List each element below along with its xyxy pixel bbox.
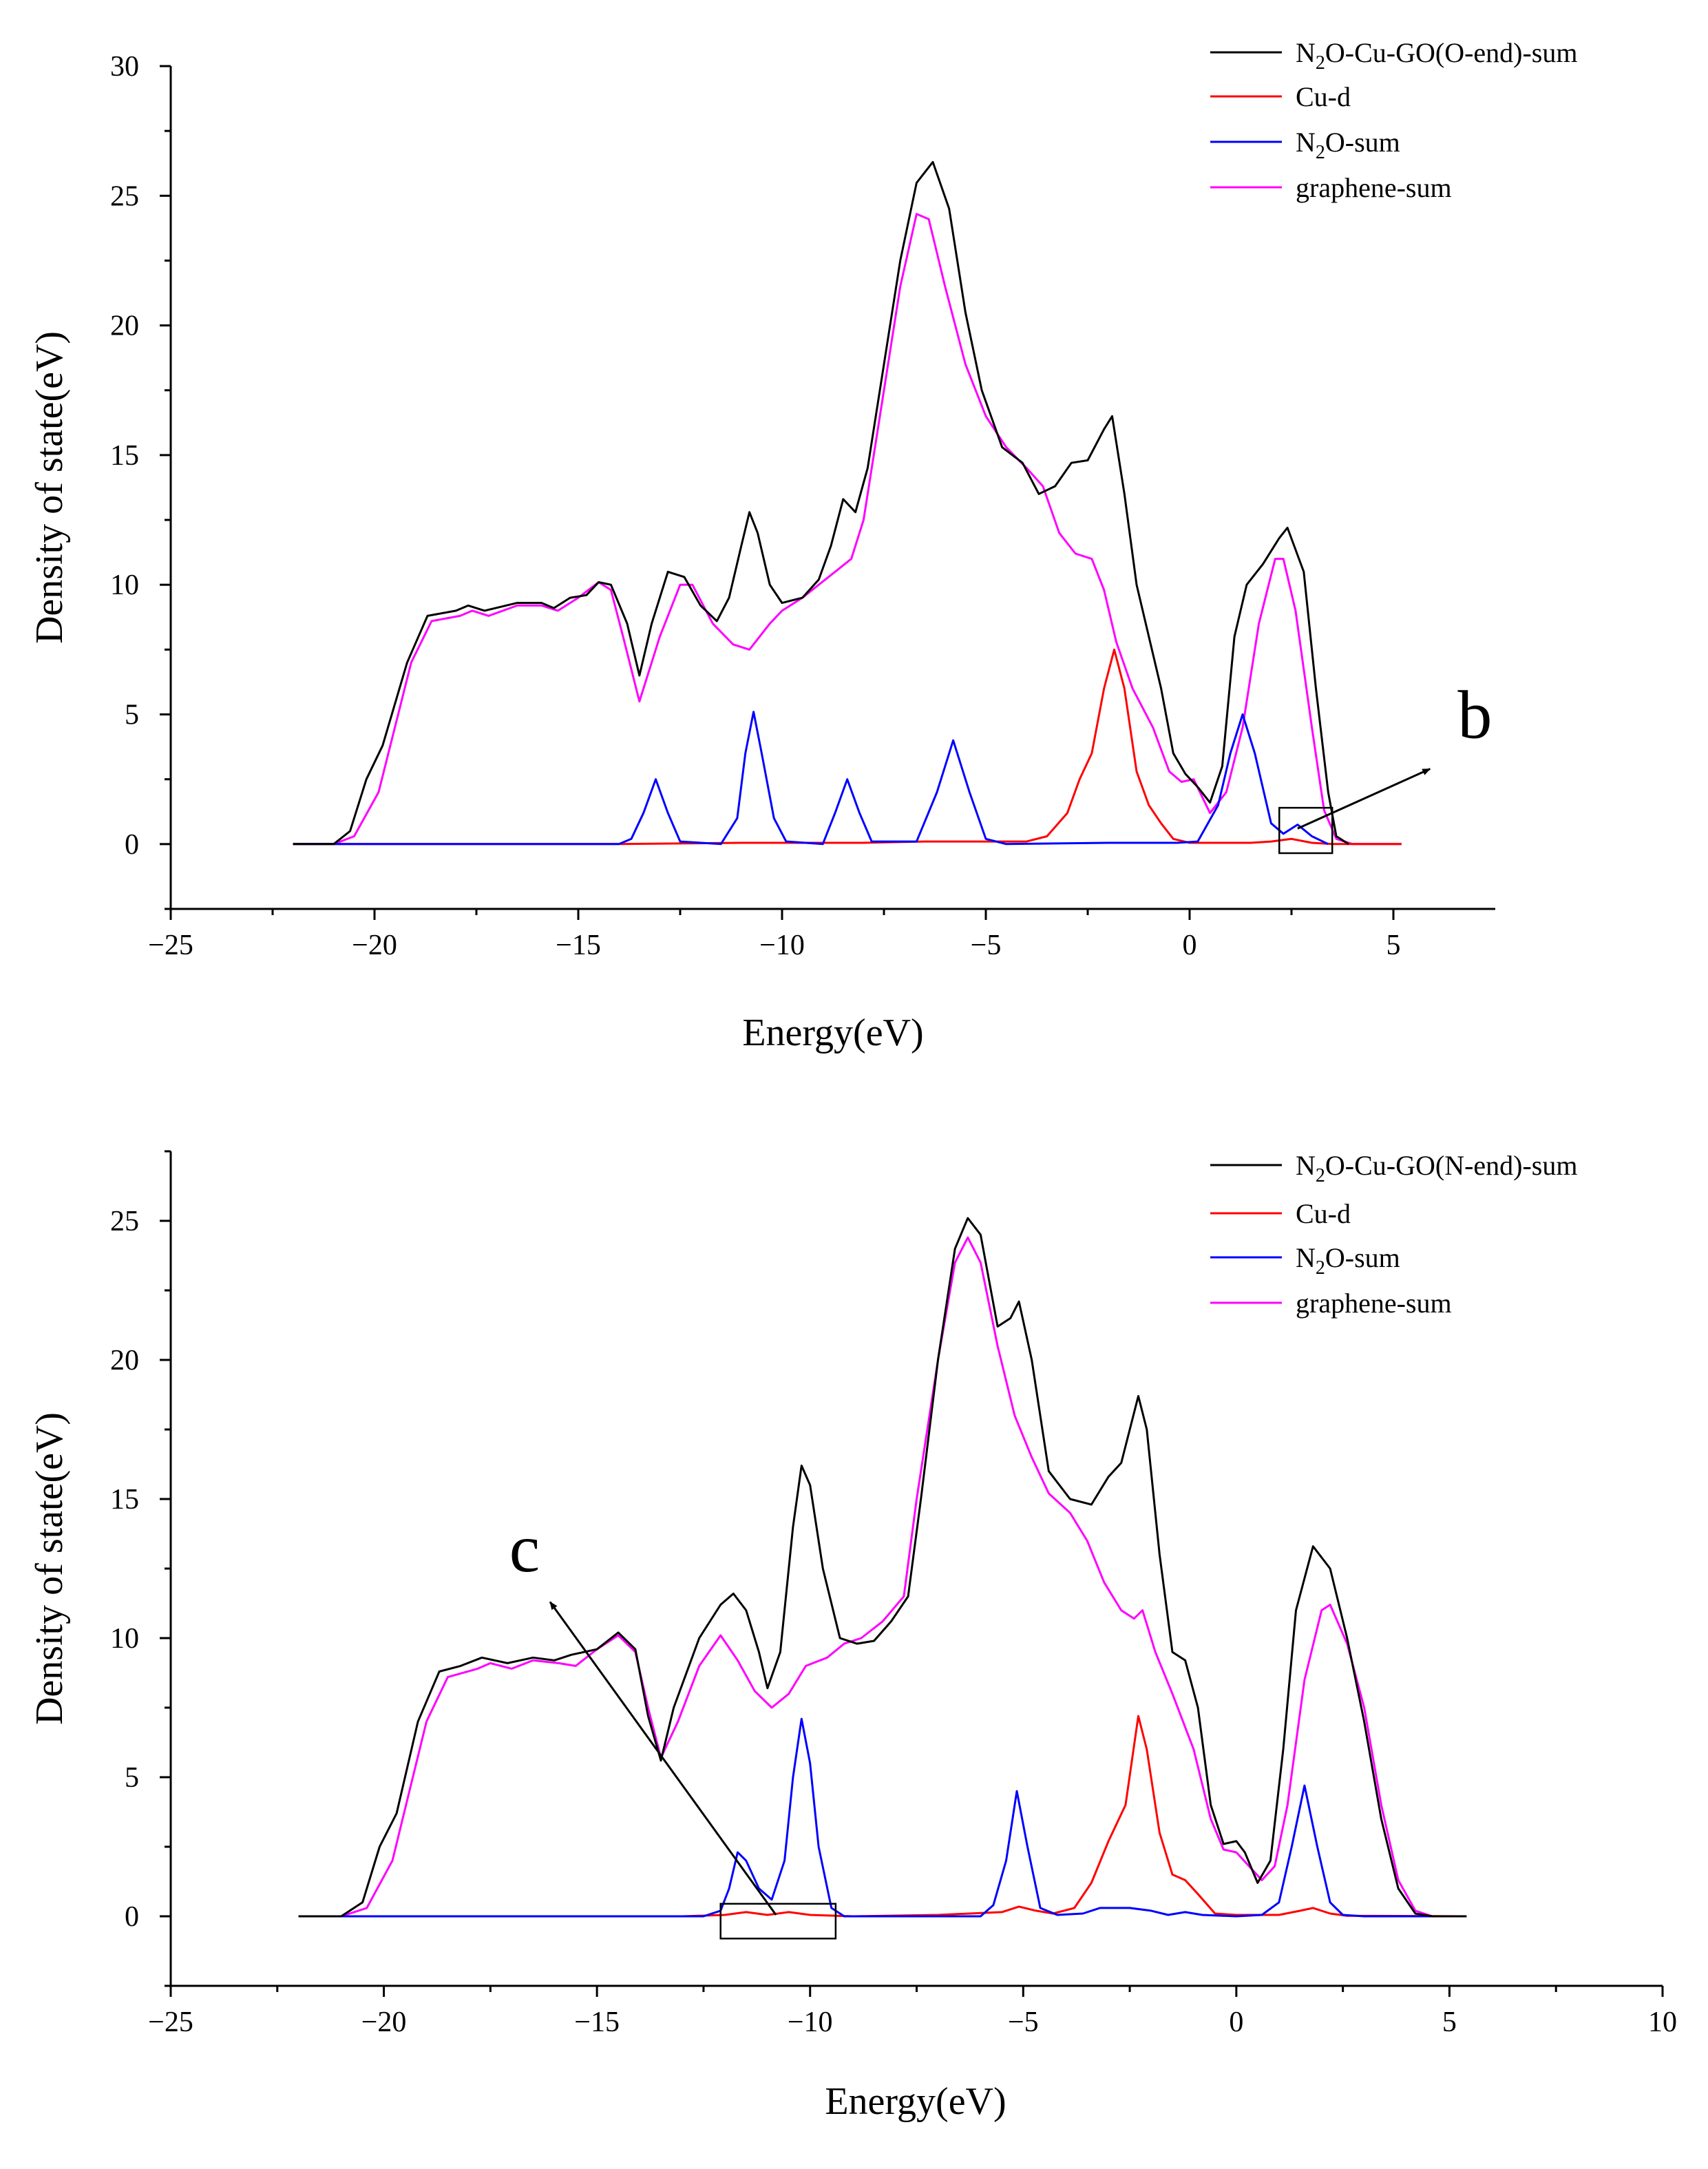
bottom-legend-label-n2o: N2O-sum bbox=[1296, 1242, 1400, 1279]
top-x-tick-label: 5 bbox=[1387, 930, 1401, 961]
top-legend-label-cu-d: Cu-d bbox=[1296, 81, 1351, 112]
bottom-legend: N2O-Cu-GO(N-end)-sum Cu-d N2O-sum graphe… bbox=[1210, 1150, 1577, 1319]
bottom-series-graphene-sum bbox=[298, 1236, 1467, 1918]
top-legend-label-graphene: graphene-sum bbox=[1296, 172, 1452, 203]
top-annotation-label: b bbox=[1457, 676, 1492, 753]
bottom-y-tick-label: 10 bbox=[110, 1623, 139, 1655]
bottom-y-tick-label: 15 bbox=[110, 1484, 139, 1516]
bottom-x-axis-label: Energy(eV) bbox=[825, 2080, 1006, 2123]
bottom-legend-label-graphene: graphene-sum bbox=[1296, 1288, 1452, 1319]
bottom-x-tick-label: 10 bbox=[1648, 2006, 1677, 2038]
top-legend: N2O-Cu-GO(O-end)-sum Cu-d N2O-sum graphe… bbox=[1210, 37, 1577, 203]
bottom-series-n2o-sum bbox=[298, 1717, 1467, 1918]
bottom-y-tick-label: 25 bbox=[110, 1206, 139, 1237]
top-x-tick-label: −20 bbox=[352, 930, 397, 961]
top-series-cu-d bbox=[293, 648, 1402, 846]
bottom-x-tick-label: 0 bbox=[1229, 2006, 1243, 2038]
bottom-y-tick-label: 0 bbox=[125, 1901, 139, 1933]
top-y-tick-label: 25 bbox=[110, 180, 139, 212]
top-annotation-arrow bbox=[1297, 768, 1431, 830]
top-x-tick-label: −15 bbox=[556, 930, 601, 961]
top-y-tick-label: 0 bbox=[125, 829, 139, 861]
top-y-axis-label: Density of state(eV) bbox=[28, 331, 71, 644]
bottom-x-tick-label: −20 bbox=[361, 2006, 407, 2038]
top-x-tick-label: 0 bbox=[1183, 930, 1197, 961]
top-legend-label-n2o: N2O-sum bbox=[1296, 127, 1400, 163]
bottom-series-cu-d bbox=[298, 1715, 1467, 1918]
bottom-series-n2o-cu-go-n-end-sum bbox=[298, 1217, 1467, 1918]
top-series-n2o-sum bbox=[293, 711, 1329, 846]
top-chart-lines bbox=[293, 160, 1402, 846]
bottom-legend-label-cu-d: Cu-d bbox=[1296, 1198, 1351, 1229]
top-annotation-b: b bbox=[1278, 676, 1492, 855]
top-x-axis-label: Energy(eV) bbox=[742, 1012, 923, 1054]
bottom-annotation-c: c bbox=[509, 1510, 837, 1940]
bottom-x-tick-label: −15 bbox=[574, 2006, 620, 2038]
top-y-tick-label: 5 bbox=[125, 700, 139, 731]
top-y-tick-label: 10 bbox=[110, 569, 139, 601]
top-x-tick-label: −10 bbox=[759, 930, 805, 961]
bottom-x-tick-label: −10 bbox=[788, 2006, 833, 2038]
top-annotation-box bbox=[1278, 806, 1333, 855]
top-y-tick-label: 20 bbox=[110, 311, 139, 342]
top-series-graphene-sum bbox=[293, 213, 1402, 846]
top-y-tick-label: 15 bbox=[110, 440, 139, 472]
bottom-y-axis-label: Density of state(eV) bbox=[28, 1412, 71, 1725]
bottom-legend-label-total: N2O-Cu-GO(N-end)-sum bbox=[1296, 1150, 1577, 1186]
bottom-annotation-arrow bbox=[549, 1601, 777, 1916]
bottom-y-tick-label: 5 bbox=[125, 1762, 139, 1794]
bottom-annotation-box bbox=[719, 1903, 837, 1940]
bottom-annotation-label: c bbox=[509, 1510, 540, 1586]
bottom-x-tick-label: −5 bbox=[1008, 2006, 1039, 2038]
top-series-n2o-cu-go-o-end-sum bbox=[293, 160, 1349, 846]
bottom-y-tick-label: 20 bbox=[110, 1345, 139, 1376]
top-x-tick-label: −5 bbox=[971, 930, 1002, 961]
top-x-tick-label: −25 bbox=[148, 930, 193, 961]
top-y-tick-label: 30 bbox=[110, 51, 139, 83]
bottom-ticks: −25 −20 −15 −10 −5 0 5 10 0 5 10 15 20 25 bbox=[110, 1150, 1677, 2038]
top-ticks: −25 −20 −15 −10 −5 0 5 0 5 10 15 20 25 30 bbox=[110, 51, 1401, 961]
bottom-chart-lines bbox=[298, 1217, 1467, 1918]
bottom-x-tick-label: 5 bbox=[1442, 2006, 1457, 2038]
top-legend-label-total: N2O-Cu-GO(O-end)-sum bbox=[1296, 37, 1577, 74]
bottom-x-tick-label: −25 bbox=[148, 2006, 193, 2038]
